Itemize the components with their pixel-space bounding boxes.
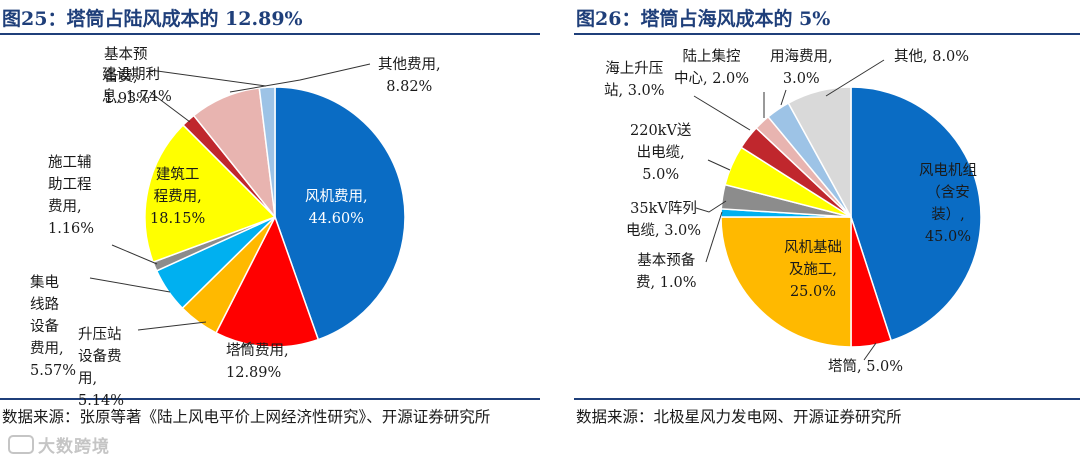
left-pie-chart [89, 63, 406, 351]
leader-line-0-1 [235, 341, 252, 351]
data-label-0-5: 建筑工 程费用, 18.15% [150, 167, 206, 227]
left-source-rule [0, 398, 540, 400]
right-title-rule [574, 33, 1080, 35]
left-chart-panel: 图25：塔筒占陆风成本的 12.89% 数据来源：张原等著《陆上风电平价上网经济… [0, 8, 540, 426]
leader-line-1-5 [707, 159, 731, 171]
data-label-0-7: 其他费用, 8.82% [378, 57, 441, 95]
data-label-1-0: 风电机组 （含安 装）, 45.0% [919, 163, 977, 245]
pie-slice-0-0 [274, 86, 406, 341]
leader-line-0-4 [111, 244, 158, 265]
data-label-1-9: 其他, 8.0% [894, 49, 970, 65]
data-label-0-8: 基本预 备费, 1.93% [104, 47, 151, 107]
leader-line-0-2 [137, 321, 207, 331]
leader-line-0-8 [149, 69, 267, 87]
leader-line-0-7 [229, 63, 371, 93]
leader-line-1-3 [705, 211, 723, 263]
right-source-rule [574, 398, 1080, 400]
left-title-rule [0, 33, 540, 35]
pie-slice-1-2 [720, 216, 852, 348]
leader-line-0-3 [89, 277, 171, 293]
watermark-logo-icon [8, 435, 34, 454]
data-label-1-6: 海上升压 站, 3.0% [604, 61, 665, 99]
leader-line-1-4 [695, 200, 727, 213]
left-source-note: 数据来源：张原等著《陆上风电平价上网经济性研究》、开源证券研究所 [2, 408, 491, 426]
data-label-0-1: 塔筒费用, 12.89% [226, 343, 289, 381]
data-label-1-8: 用海费用, 3.0% [770, 49, 833, 87]
right-chart-title: 图26：塔筒占海风成本的 5% [576, 8, 831, 30]
data-label-1-7: 陆上集控 中心, 2.0% [674, 49, 750, 87]
data-label-0-2: 升压站 设备费 用, 5.14% [78, 327, 125, 409]
leader-line-1-8 [780, 89, 787, 106]
data-label-0-3: 集电 线路 设备 费用, 5.57% [30, 275, 77, 379]
watermark: 大数跨境 [8, 432, 110, 457]
pie-slice-0-1 [215, 215, 320, 348]
right-chart-panel: 图26：塔筒占海风成本的 5% 数据来源：北极星风力发电网、开源证券研究所 风电… [574, 0, 1080, 466]
leader-line-1-6 [693, 95, 751, 131]
watermark-text: 大数跨境 [38, 437, 110, 457]
data-label-0-6: 建设期利 息, 1.74% [102, 67, 172, 105]
leader-line-1-1 [863, 342, 877, 361]
right-pie-chart [693, 59, 982, 361]
right-source-note: 数据来源：北极星风力发电网、开源证券研究所 [576, 408, 902, 426]
data-label-1-2: 风机基础 及施工, 25.0% [784, 240, 842, 300]
data-label-0-0: 风机费用, 44.60% [305, 189, 368, 227]
pie-slice-0-8 [258, 86, 276, 218]
pie-slice-1-0 [850, 86, 982, 342]
data-label-1-4: 35kV阵列 电缆, 3.0% [626, 201, 702, 239]
data-label-0-4: 施工辅 助工程 费用, 1.16% [48, 155, 95, 237]
pie-slice-1-9 [787, 86, 852, 218]
data-label-1-1: 塔筒, 5.0% [828, 359, 904, 375]
left-chart-title: 图25：塔筒占陆风成本的 12.89% [2, 8, 303, 30]
leader-line-0-6 [149, 91, 191, 123]
data-label-1-3: 基本预备 费, 1.0% [636, 253, 697, 291]
data-label-1-5: 220kV送 出电缆, 5.0% [630, 123, 692, 183]
leader-line-1-9 [825, 59, 885, 97]
pie-slice-0-5 [144, 123, 277, 264]
